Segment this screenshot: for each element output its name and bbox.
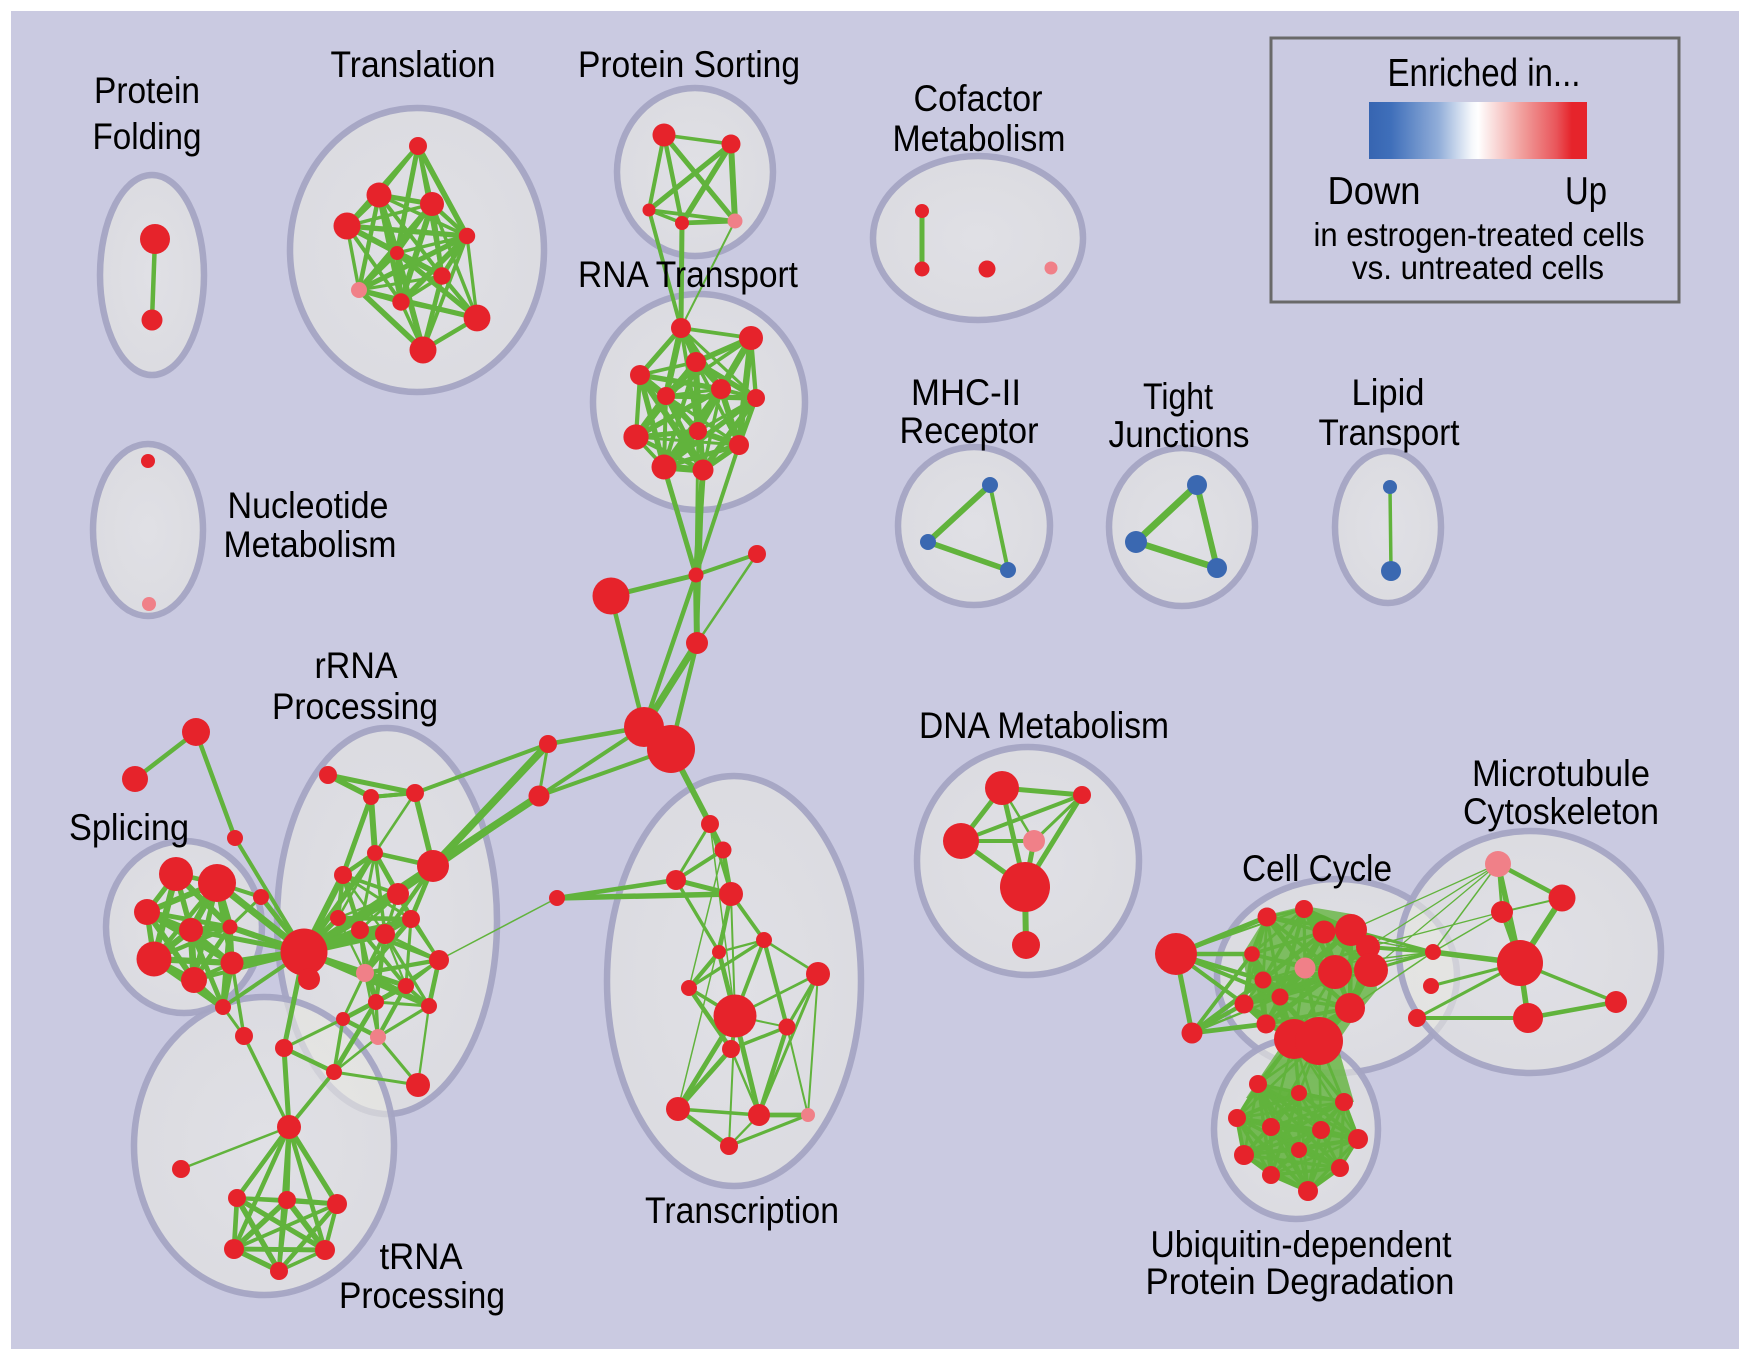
svg-text:vs. untreated cells: vs. untreated cells	[1352, 249, 1604, 286]
svg-text:DNA Metabolism: DNA Metabolism	[919, 705, 1169, 746]
svg-text:MHC-II: MHC-II	[911, 372, 1021, 413]
svg-text:Processing: Processing	[272, 686, 438, 727]
svg-text:Processing: Processing	[339, 1275, 505, 1316]
svg-text:Splicing: Splicing	[69, 807, 189, 848]
svg-text:Tight: Tight	[1143, 376, 1214, 417]
svg-text:Receptor: Receptor	[900, 410, 1039, 451]
svg-text:Up: Up	[1565, 170, 1607, 213]
svg-text:Cell Cycle: Cell Cycle	[1242, 848, 1392, 889]
svg-text:Ubiquitin-dependent: Ubiquitin-dependent	[1151, 1224, 1453, 1265]
svg-text:Protein Degradation: Protein Degradation	[1146, 1261, 1455, 1302]
svg-text:rRNA: rRNA	[315, 645, 398, 686]
svg-text:Nucleotide: Nucleotide	[228, 485, 389, 526]
svg-text:Transport: Transport	[1319, 412, 1461, 453]
svg-text:tRNA: tRNA	[380, 1236, 463, 1277]
svg-text:Microtubule: Microtubule	[1472, 753, 1650, 794]
svg-text:Lipid: Lipid	[1352, 372, 1425, 413]
svg-text:Translation: Translation	[331, 44, 496, 85]
svg-text:Down: Down	[1328, 170, 1421, 213]
svg-text:Junctions: Junctions	[1109, 414, 1250, 455]
svg-text:Transcription: Transcription	[645, 1190, 839, 1231]
svg-text:Protein Sorting: Protein Sorting	[578, 44, 800, 85]
svg-text:Enriched in...: Enriched in...	[1388, 52, 1581, 95]
svg-text:Metabolism: Metabolism	[893, 118, 1066, 159]
svg-text:Cofactor: Cofactor	[914, 78, 1043, 119]
svg-text:Metabolism: Metabolism	[224, 524, 397, 565]
svg-text:Protein: Protein	[94, 70, 200, 111]
svg-text:Cytoskeleton: Cytoskeleton	[1463, 791, 1659, 832]
svg-text:in estrogen-treated cells: in estrogen-treated cells	[1314, 216, 1645, 253]
svg-text:RNA Transport: RNA Transport	[578, 254, 799, 295]
svg-text:Folding: Folding	[93, 116, 202, 157]
